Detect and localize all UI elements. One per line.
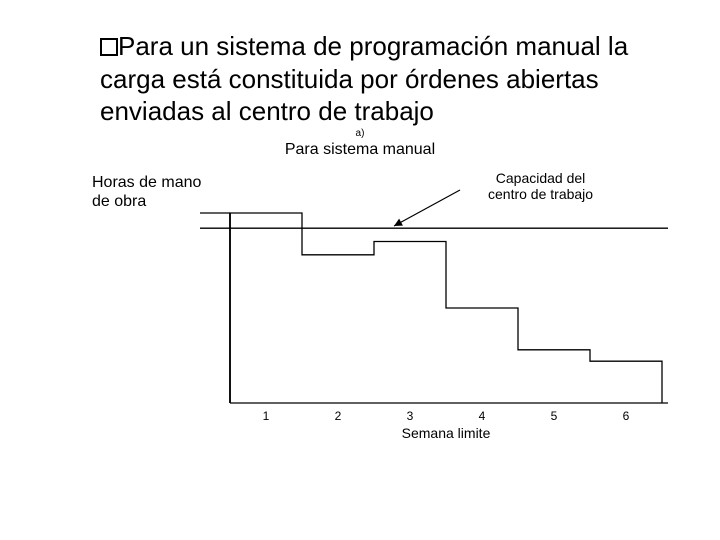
x-tick-label: 3 — [407, 409, 414, 423]
x-tick-label: 6 — [623, 409, 630, 423]
x-tick-label: 1 — [263, 409, 270, 423]
x-tick-label: 5 — [551, 409, 558, 423]
chart-area: Horas de mano de obra Capacidad del cent… — [40, 173, 680, 463]
chart-subtitle: Para sistema manual — [40, 141, 680, 159]
chart-svg — [40, 173, 680, 453]
lead-word: Para — [118, 31, 173, 61]
x-tick-label: 2 — [335, 409, 342, 423]
figure-label: a) — [40, 128, 680, 139]
bullet-square-icon — [100, 38, 118, 56]
x-tick-label: 4 — [479, 409, 486, 423]
paragraph-rest: un sistema de programación manual la car… — [100, 31, 628, 126]
intro-paragraph: Para un sistema de programación manual l… — [100, 30, 660, 128]
x-axis-label: Semana limite — [402, 425, 491, 441]
